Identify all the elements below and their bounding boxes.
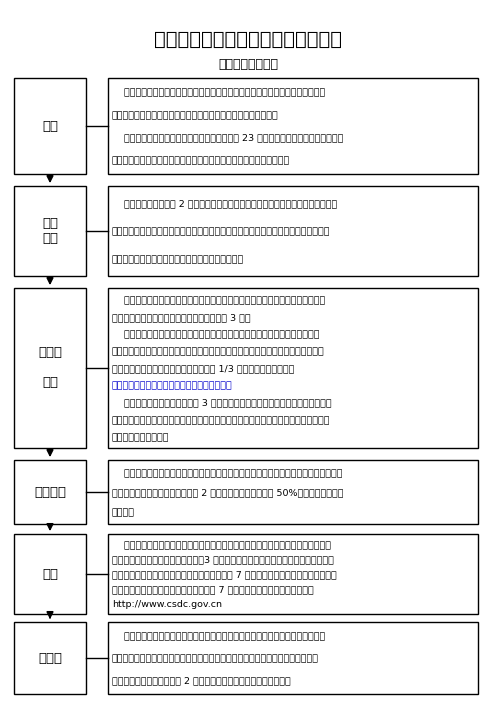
Text: 公告和

抢修: 公告和 抢修 [38,347,62,390]
Text: http://www.csdc.gov.cn: http://www.csdc.gov.cn [112,600,222,609]
Text: 当出现可直观判断的应急维修情形时，业主、业主委员会或者物业服务企业（以: 当出现可直观判断的应急维修情形时，业主、业主委员会或者物业服务企业（以 [112,88,325,98]
Bar [108,288,478,448]
Text: 付首付款: 付首付款 [34,486,66,498]
Text: 现场
认定: 现场 认定 [42,217,58,245]
Text: 使用物业专项维修资金按照一般使用程序办理。: 使用物业专项维修资金按照一般使用程序办理。 [112,382,233,390]
Text: 长沙市物业专项维修资金使用流程图: 长沙市物业专项维修资金使用流程图 [154,30,342,49]
Text: 代修，对于一般应急情况，在公告期间有 1/3 以上业主提出异议的，: 代修，对于一般应急情况，在公告期间有 1/3 以上业主提出异议的， [112,364,294,373]
Text: 经联合现场勘察，符合应急维修要求的，申请人应当将应急维修项目照片、联合: 经联合现场勘察，符合应急维修要求的，申请人应当将应急维修项目照片、联合 [112,296,325,305]
Text: （应急维修程序）: （应急维修程序） [218,58,278,71]
Bar [14,622,86,694]
Bar [14,534,86,614]
Text: 区建设（房产）局将维修项目的《关于使用物业专项维修资金的公示》、业主表决: 区建设（房产）局将维修项目的《关于使用物业专项维修资金的公示》、业主表决 [112,541,331,550]
Text: 区建设（房产）局向管理中心提交申请使用应急维修物业专项维修资金的申请表、公告: 区建设（房产）局向管理中心提交申请使用应急维修物业专项维修资金的申请表、公告 [112,469,343,478]
Text: 咨询机构对维修项目预算进行审核，工程造价咨询机构出具审核报告，审核费用计入维: 咨询机构对维修项目预算进行审核，工程造价咨询机构出具审核报告，审核费用计入维 [112,416,330,425]
Text: 拨余款: 拨余款 [38,651,62,665]
Text: 网上将相关资料进行公示，公示期不少于 7 日，接受网上咨询和投诉，网址：: 网上将相关资料进行公示，公示期不少于 7 日，接受网上咨询和投诉，网址： [112,585,314,595]
Text: 修单位。: 修单位。 [112,508,135,517]
Bar [14,78,86,174]
Text: 建设（房产）局，区建设（房产）局将使用剩余款款（工程余款）以及其他项目资: 建设（房产）局，区建设（房产）局将使用剩余款款（工程余款）以及其他项目资 [112,654,319,663]
Bar [14,288,86,448]
Text: 签名表（复印件）和《审计报告》（3 万元以上）以及资金分摊表在受益物业管理区域: 签名表（复印件）和《审计报告》（3 万元以上）以及资金分摊表在受益物业管理区域 [112,556,334,564]
Bar [108,534,478,614]
Text: 内明显位置进行公示，接受投诉，公示期不少于 7 日；同时，区建设（房产）局在政务: 内明显位置进行公示，接受投诉，公示期不少于 7 日；同时，区建设（房产）局在政务 [112,571,337,579]
Text: 应在当日外勘），出具书面确认意见，并拍照留存。: 应在当日外勘），出具书面确认意见，并拍照留存。 [112,256,244,265]
Text: 书、维修发票等材料，管理中心在 2 个工作日将实际拨付金额 50%的维修款拨付至维: 书、维修发票等材料，管理中心在 2 个工作日将实际拨付金额 50%的维修款拨付至… [112,489,344,498]
Text: 组织施工的同时，对申报金额 3 万元（含）以上项目，申请人委托一家工程造价: 组织施工的同时，对申报金额 3 万元（含）以上项目，申请人委托一家工程造价 [112,399,332,408]
Bar [14,186,86,276]
Bar [108,78,478,174]
Text: 下简称申请人）向物业所在地的区建设（房产）局提出使用申请。: 下简称申请人）向物业所在地的区建设（房产）局提出使用申请。 [112,111,279,120]
Text: 修和更新、改造成本。: 修和更新、改造成本。 [112,433,170,442]
Text: 认定意见结果等资料在小区明显位置现场公告 3 日。: 认定意见结果等资料在小区明显位置现场公告 3 日。 [112,313,250,322]
Text: 所在地的社区、街道办事处（乡镇）进行联合现场勘察、认定（如遇特别紧急情况的，: 所在地的社区、街道办事处（乡镇）进行联合现场勘察、认定（如遇特别紧急情况的， [112,227,330,237]
Text: 公示: 公示 [42,567,58,581]
Text: 料报管理中心，管理中心在 2 个工作日将工程余款拨付至维修单位。: 料报管理中心，管理中心在 2 个工作日将工程余款拨付至维修单位。 [112,677,291,685]
Bar [108,622,478,694]
Bar [108,186,478,276]
Text: 鉴定的，应当由相关资质单位或专业单位出具的书面检测、鉴定意见。: 鉴定的，应当由相关资质单位或专业单位出具的书面检测、鉴定意见。 [112,157,290,165]
Bar [108,460,478,524]
Text: 区建设（房产）局在 2 个工作日组织业主代表、业主委员会、物业服务企业和物业: 区建设（房产）局在 2 个工作日组织业主代表、业主委员会、物业服务企业和物业 [112,199,337,208]
Text: 根据《长沙市物业专项维修资金管理办法》第 23 条规定，依照相关规定需要检测、: 根据《长沙市物业专项维修资金管理办法》第 23 条规定，依照相关规定需要检测、 [112,134,343,143]
Text: 对于特别紧急的情况，公告期间，申请人应立即组织抢修；申请人不按规定组: 对于特别紧急的情况，公告期间，申请人应立即组织抢修；申请人不按规定组 [112,330,319,339]
Bar [14,460,86,524]
Text: 公示期满后，申请人应完成维修和更新、改造方案公示证明及相关照片资料报区: 公示期满后，申请人应完成维修和更新、改造方案公示证明及相关照片资料报区 [112,633,325,642]
Text: 申请: 申请 [42,119,58,133]
Text: 织维修和更新、改造的，区建设（房产）局或者街道办事处、乡镇人民政府可以组织: 织维修和更新、改造的，区建设（房产）局或者街道办事处、乡镇人民政府可以组织 [112,347,325,357]
